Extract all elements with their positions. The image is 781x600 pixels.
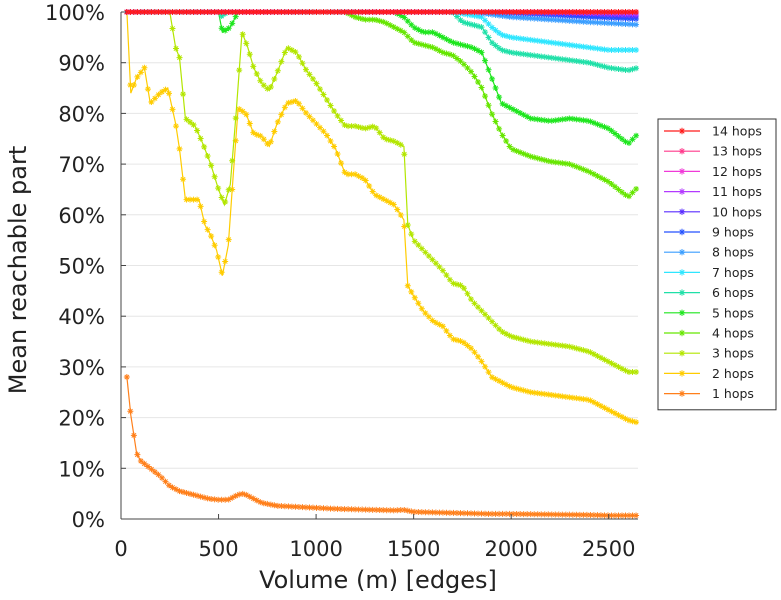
legend-label: 3 hops xyxy=(712,346,754,361)
x-tick-label: 500 xyxy=(199,537,239,561)
x-tick-label: 1500 xyxy=(387,537,440,561)
legend-marker xyxy=(679,148,685,154)
legend-label: 4 hops xyxy=(712,326,754,341)
legend-label: 8 hops xyxy=(712,245,754,260)
x-tick-label: 2500 xyxy=(582,537,635,561)
chart: 0% 10% 20% 30% 40% 50% 60% 70% 80% 90% 100% 0 500 100… xyxy=(0,0,781,600)
legend-label: 6 hops xyxy=(712,285,754,300)
y-tick-label: 100% xyxy=(45,1,105,25)
y-tick-label: 10% xyxy=(58,457,105,481)
x-tick-label: 1000 xyxy=(289,537,342,561)
y-tick-label: 20% xyxy=(58,407,105,431)
legend-marker xyxy=(679,350,685,356)
legend-marker xyxy=(679,188,685,194)
y-tick-label: 60% xyxy=(58,204,105,228)
legend-label: 13 hops xyxy=(712,144,762,159)
y-tick-label: 80% xyxy=(58,102,105,126)
y-tick-label: 30% xyxy=(58,356,105,380)
x-axis-label: Volume (m) [edges] xyxy=(259,566,497,594)
legend-marker xyxy=(679,128,685,134)
legend-marker xyxy=(679,370,685,376)
legend-label: 5 hops xyxy=(712,305,754,320)
grid xyxy=(121,12,638,519)
legend-marker xyxy=(679,229,685,235)
legend-marker xyxy=(679,330,685,336)
legend-label: 1 hops xyxy=(712,386,754,401)
y-tick-label: 0% xyxy=(72,508,105,532)
legend-marker xyxy=(679,289,685,295)
y-tick-label: 70% xyxy=(58,153,105,177)
legend: 14 hops 13 hops 12 hops 11 hops 10 hops 9 hop… xyxy=(658,119,776,410)
y-tick-label: 40% xyxy=(58,305,105,329)
legend-label: 14 hops xyxy=(712,124,762,139)
legend-marker xyxy=(679,269,685,275)
x-tick-label: 2000 xyxy=(484,537,537,561)
y-tick-label: 90% xyxy=(58,52,105,76)
legend-marker xyxy=(679,390,685,396)
legend-label: 9 hops xyxy=(712,225,754,240)
legend-label: 10 hops xyxy=(712,204,762,219)
legend-label: 11 hops xyxy=(712,184,762,199)
legend-marker xyxy=(679,310,685,316)
legend-label: 2 hops xyxy=(712,366,754,381)
legend-label: 7 hops xyxy=(712,265,754,280)
legend-label: 12 hops xyxy=(712,164,762,179)
legend-marker xyxy=(679,249,685,255)
y-axis-label: Mean reachable part xyxy=(4,146,32,394)
legend-marker xyxy=(679,168,685,174)
legend-marker xyxy=(679,209,685,215)
y-tick-label: 50% xyxy=(58,255,105,279)
x-tick-label: 0 xyxy=(114,537,127,561)
